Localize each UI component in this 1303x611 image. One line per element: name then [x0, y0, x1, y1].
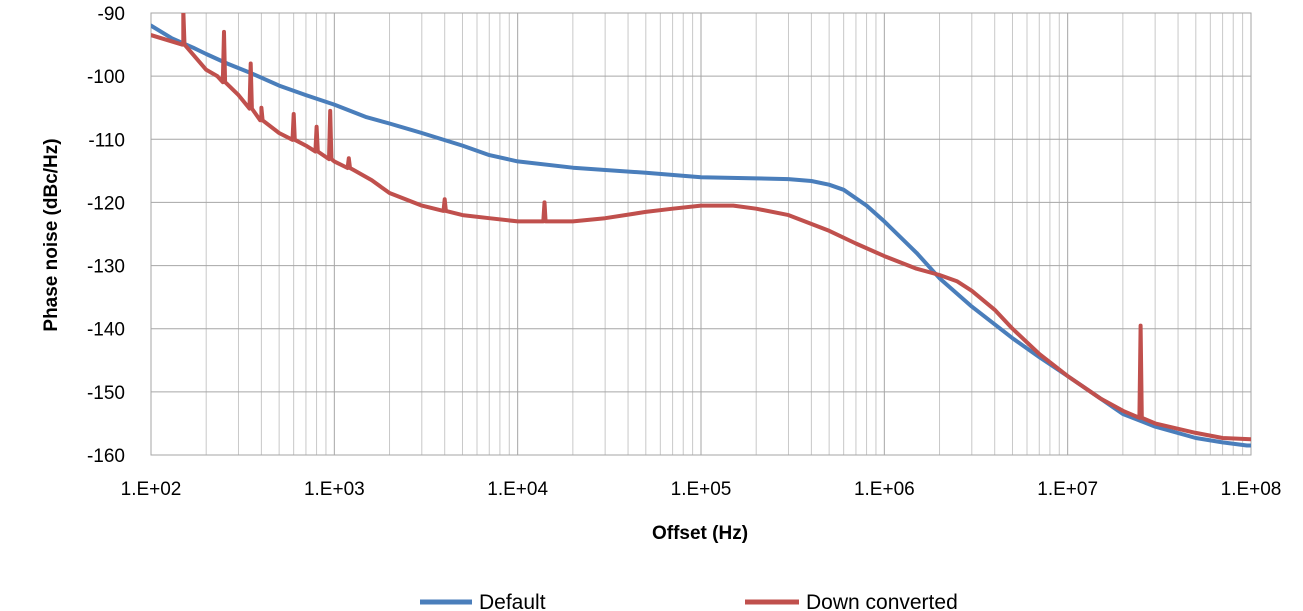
x-tick-label: 1.E+07	[1037, 479, 1098, 500]
y-tick-label: -90	[98, 4, 125, 25]
y-tick-label: -100	[87, 67, 125, 88]
series-line-down-converted	[151, 13, 1251, 442]
y-tick-label: -150	[87, 383, 125, 404]
series-layer	[151, 13, 1251, 448]
x-tick-label: 1.E+08	[1221, 479, 1282, 500]
legend: Default Down converted	[420, 591, 958, 611]
y-tick-label: -130	[87, 257, 125, 278]
x-tick-label: 1.E+06	[854, 479, 915, 500]
x-tick-label: 1.E+05	[671, 479, 732, 500]
y-tick-label: -140	[87, 320, 125, 341]
plot-frame	[150, 12, 1252, 456]
x-axis-ticks: 1.E+02 1.E+03 1.E+04 1.E+05 1.E+06 1.E+07 1.E+…	[121, 479, 1282, 500]
y-tick-label: -110	[88, 130, 125, 151]
x-axis-title: Offset (Hz)	[652, 523, 748, 544]
x-tick-label: 1.E+04	[487, 479, 548, 500]
x-tick-label: 1.E+03	[304, 479, 365, 500]
legend-label-default: Default	[479, 591, 546, 611]
x-tick-label: 1.E+02	[121, 479, 182, 500]
y-axis-ticks: -160 -150 -140 -130 -120 -110 -100 -90	[87, 4, 125, 467]
legend-label-down-converted: Down converted	[806, 591, 958, 611]
minor-gridlines	[205, 13, 1244, 455]
y-tick-label: -120	[87, 193, 125, 214]
y-tick-label: -160	[87, 446, 125, 467]
y-axis-title: Phase noise (dBc/Hz)	[41, 138, 62, 331]
